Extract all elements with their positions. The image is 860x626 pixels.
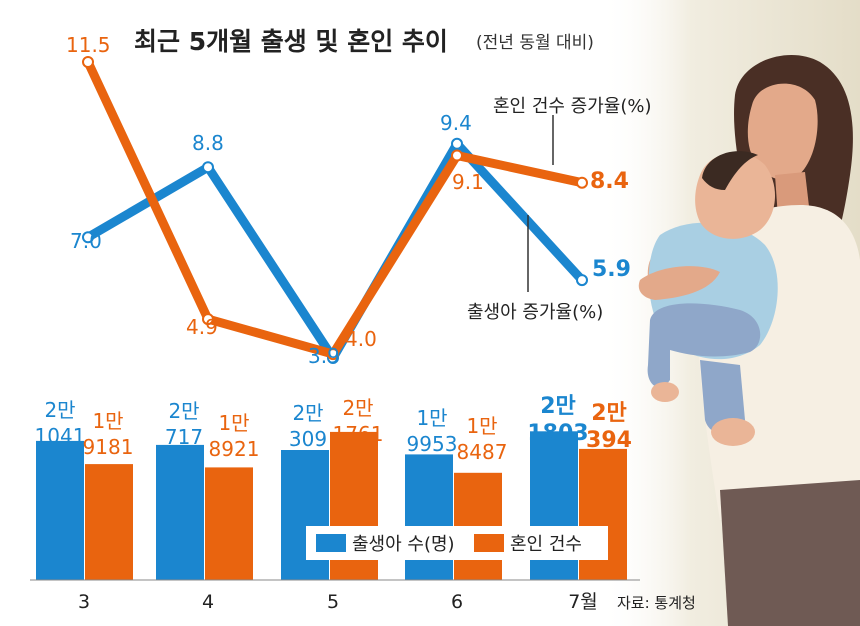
marriages-count-5-line1: 2만 <box>342 396 373 420</box>
births-growth-line <box>83 139 587 363</box>
marriages-bar-7 <box>579 448 627 580</box>
births-point-4 <box>202 161 214 174</box>
marriages-label-6: 9.1 <box>452 170 484 194</box>
chart-subtitle: (전년 동월 대비) <box>476 33 594 53</box>
legend-swatch-marriages <box>474 534 504 552</box>
category-label-6: 6 <box>451 591 463 613</box>
mother-baby-illustration <box>638 54 860 626</box>
legend-label-births: 출생아 수(명) <box>352 534 455 555</box>
births-bar-5 <box>281 450 329 580</box>
births-label-5: 3.9 <box>308 344 340 368</box>
marriages-bar-3 <box>85 464 133 580</box>
category-label-4: 4 <box>202 591 214 613</box>
marriages-count-6-line2: 8487 <box>457 440 508 464</box>
births-count-6-line2: 9953 <box>407 432 458 456</box>
births-bar-6 <box>405 454 453 580</box>
births-bar-3 <box>36 440 84 581</box>
legend-swatch-births <box>316 534 346 552</box>
births-count-5-line2: 309 <box>289 427 327 451</box>
births-count-6-line1: 1만 <box>416 406 447 430</box>
marriages-point-4 <box>202 313 214 326</box>
births-point-6 <box>451 137 463 150</box>
marriages-count-3-line2: 9181 <box>83 435 134 459</box>
births-bar-4 <box>156 444 204 580</box>
marriages-count-4-line2: 8921 <box>209 437 260 461</box>
marriages-count-5-line2: 1761 <box>333 422 384 446</box>
category-label-5: 5 <box>327 591 339 613</box>
births-label-4: 8.8 <box>192 131 224 155</box>
births-count-7-line1: 2만 <box>540 394 576 419</box>
births-label-6: 9.4 <box>440 111 472 135</box>
births-point-3 <box>82 231 94 244</box>
category-label-7: 7월 <box>568 591 598 613</box>
chart-title: 최근 5개월 출생 및 혼인 추이 <box>134 27 448 56</box>
marriages-point-7 <box>576 176 588 189</box>
births-count-5-line1: 2만 <box>292 401 323 425</box>
marriages-label-4: 4.9 <box>186 315 218 339</box>
marriages-bar-4 <box>205 467 253 581</box>
births-count-3-line2: 1041 <box>35 424 86 448</box>
marriages-count-4-line1: 1만 <box>218 411 249 435</box>
marriages-point-6 <box>451 149 463 162</box>
legend-label-marriages: 혼인 건수 <box>510 534 582 555</box>
births-count-4-line1: 2만 <box>168 399 199 423</box>
marriages-point-5 <box>327 348 339 361</box>
legend-box <box>306 526 608 560</box>
births-count-3-line1: 2만 <box>44 398 75 422</box>
marriages-count-7-line2: 394 <box>586 428 632 453</box>
marriages-label-7: 8.4 <box>590 169 629 194</box>
legend: 출생아 수(명) 혼인 건수 <box>306 526 608 560</box>
births-label-7: 5.9 <box>592 257 631 282</box>
marriages-label-3: 11.5 <box>66 33 111 57</box>
marriages-count-6-line1: 1만 <box>466 414 497 438</box>
births-label-3: 7.0 <box>70 229 102 253</box>
marriages-count-3-line1: 1만 <box>92 409 123 433</box>
marriages-point-3 <box>82 56 94 68</box>
births-count-4-line2: 717 <box>165 425 203 449</box>
births-point-7 <box>576 274 588 287</box>
category-label-3: 3 <box>78 591 90 613</box>
marriages-series-annotation: 혼인 건수 증가율(%) <box>493 96 652 117</box>
births-count-7-line2: 1803 <box>527 421 588 446</box>
marriages-count-7-line1: 2만 <box>591 401 627 426</box>
births-series-annotation: 출생아 증가율(%) <box>467 302 603 323</box>
source-note: 자료: 통계청 <box>617 594 696 612</box>
marriages-label-5: 4.0 <box>345 327 377 351</box>
